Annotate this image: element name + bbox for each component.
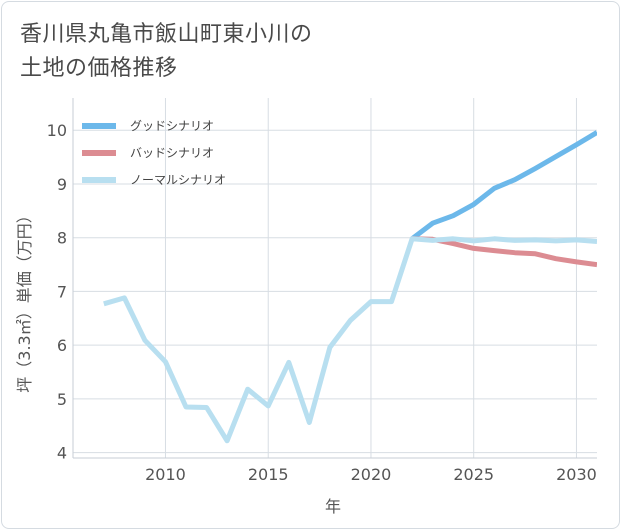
y-tick-label: 10 <box>47 121 67 140</box>
chart-title: 香川県丸亀市飯山町東小川の 土地の価格推移 <box>20 22 313 81</box>
legend-label-normal: ノーマルシナリオ <box>130 173 226 187</box>
series-lines <box>103 130 597 444</box>
x-axis-label: 年 <box>325 497 341 516</box>
y-tick-label: 6 <box>57 336 67 355</box>
y-tick-label: 8 <box>57 229 67 248</box>
x-tick-label: 2025 <box>453 465 494 484</box>
axes: 4 5 6 7 8 9 10 2010 2015 2020 2025 2030 <box>47 98 597 484</box>
grid <box>73 98 597 458</box>
x-tick-label: 2030 <box>556 465 597 484</box>
legend-label-good: グッドシナリオ <box>130 119 214 133</box>
series-line-good <box>410 130 597 241</box>
legend-label-bad: バッドシナリオ <box>130 146 214 160</box>
x-tick-label: 2015 <box>248 465 289 484</box>
x-tick-label: 2010 <box>145 465 186 484</box>
y-axis-label: 坪（3.3㎡）単価（万円） <box>15 207 34 392</box>
y-tick-label: 9 <box>57 175 67 194</box>
y-tick-label: 4 <box>57 444 67 463</box>
y-tick-label: 7 <box>57 282 67 301</box>
x-tick-label: 2020 <box>351 465 392 484</box>
plot-area <box>73 98 597 458</box>
series-line-normal <box>103 236 597 444</box>
y-tick-label: 5 <box>57 390 67 409</box>
